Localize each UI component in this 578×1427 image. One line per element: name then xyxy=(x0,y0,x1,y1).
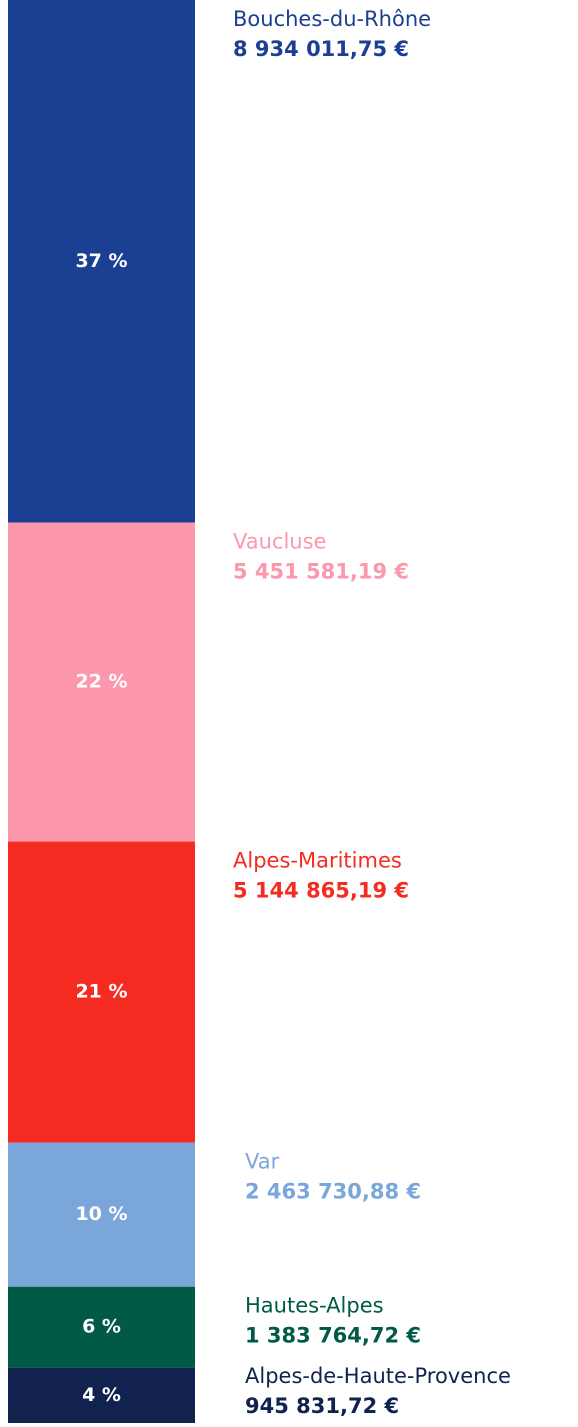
category-label: Hautes-Alpes xyxy=(245,1294,384,1318)
category-label: Alpes-de-Haute-Provence xyxy=(245,1364,511,1388)
value-label: 5 144 865,19 € xyxy=(233,879,409,903)
segment xyxy=(8,1142,195,1287)
segment xyxy=(8,1367,195,1423)
category-label: Bouches-du-Rhône xyxy=(233,7,431,31)
value-label: 2 463 730,88 € xyxy=(245,1180,421,1204)
share-label: 4 % xyxy=(82,1384,121,1406)
category-label: Var xyxy=(245,1150,280,1174)
share-label: 22 % xyxy=(75,671,127,693)
value-label: 5 451 581,19 € xyxy=(233,560,409,584)
segment xyxy=(8,522,195,842)
value-label: 945 831,72 € xyxy=(245,1394,399,1418)
share-label: 37 % xyxy=(75,250,127,272)
value-label: 1 383 764,72 € xyxy=(245,1324,421,1348)
segment xyxy=(8,1286,195,1368)
category-label: Vaucluse xyxy=(233,530,326,554)
segment xyxy=(8,841,195,1143)
share-label: 10 % xyxy=(75,1203,127,1225)
category-label: Alpes-Maritimes xyxy=(233,849,402,873)
segment xyxy=(8,0,195,523)
share-label: 21 % xyxy=(75,981,127,1003)
share-label: 6 % xyxy=(82,1316,121,1338)
value-label: 8 934 011,75 € xyxy=(233,37,409,61)
